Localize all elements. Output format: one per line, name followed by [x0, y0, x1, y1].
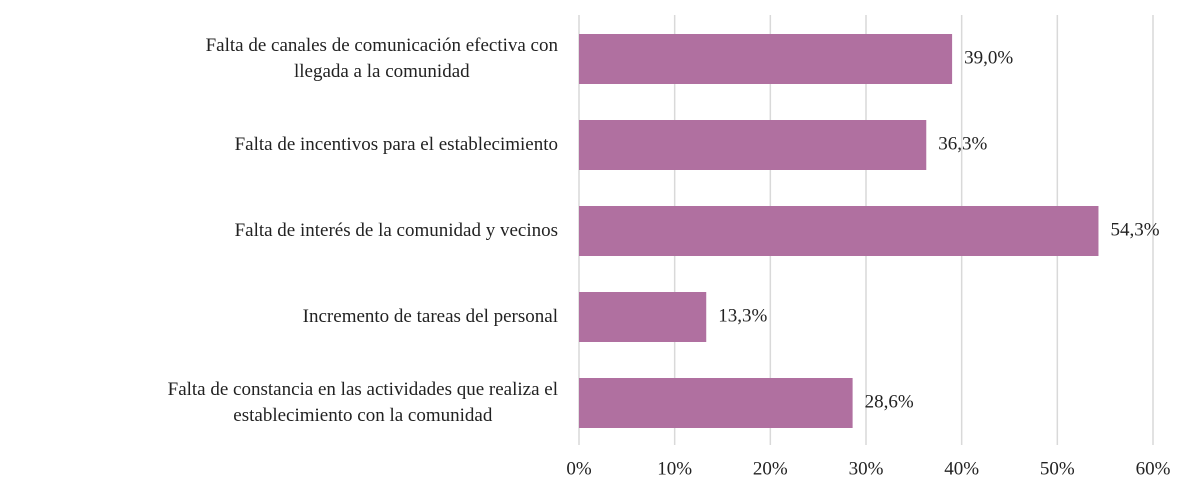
- category-label: Falta de canales de comunicación efectiv…: [205, 35, 558, 82]
- value-label: 39,0%: [964, 47, 1013, 68]
- x-tick-label: 10%: [657, 458, 692, 479]
- bar: [579, 292, 707, 342]
- value-label: 28,6%: [865, 391, 914, 412]
- bar: [579, 120, 927, 170]
- x-tick-label: 0%: [566, 458, 592, 479]
- category-label: Falta de constancia en las actividades q…: [167, 379, 558, 426]
- value-label: 13,3%: [718, 305, 767, 326]
- bar: [579, 378, 853, 428]
- x-tick-label: 40%: [944, 458, 979, 479]
- category-label: Falta de interés de la comunidad y vecin…: [234, 220, 558, 241]
- bar: [579, 206, 1099, 256]
- x-tick-label: 30%: [849, 458, 884, 479]
- x-tick-label: 60%: [1136, 458, 1171, 479]
- bar: [579, 34, 953, 84]
- x-tick-label: 20%: [753, 458, 788, 479]
- value-label: 36,3%: [938, 133, 987, 154]
- x-tick-label: 50%: [1040, 458, 1075, 479]
- value-label: 54,3%: [1110, 219, 1159, 240]
- category-label: Incremento de tareas del personal: [302, 306, 558, 327]
- category-label: Falta de incentivos para el establecimie…: [234, 134, 558, 155]
